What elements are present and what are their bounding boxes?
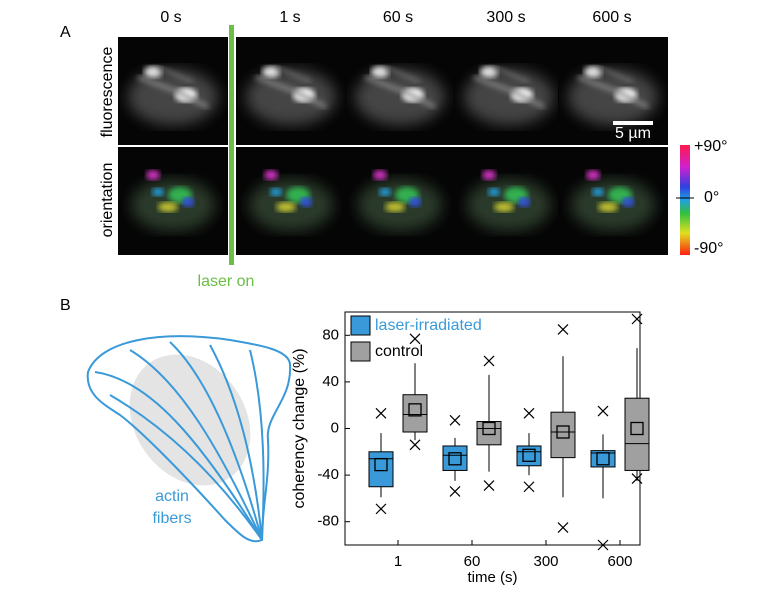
- image-grid: [118, 25, 668, 265]
- laser-line: [229, 25, 234, 265]
- drawing-label: fibers: [152, 510, 191, 527]
- mean-marker: [408, 403, 422, 417]
- image-tile: [454, 37, 564, 145]
- time-label: 300 s: [486, 9, 525, 26]
- box: [368, 451, 394, 488]
- legend-swatch: [350, 315, 371, 336]
- row-label: fluorescence: [99, 47, 116, 138]
- image-tile: [236, 37, 346, 145]
- extreme-marker: [483, 355, 495, 367]
- mean-marker: [630, 421, 644, 436]
- time-label: 1 s: [279, 9, 300, 26]
- extreme-marker: [557, 324, 569, 335]
- colorbar: [680, 145, 690, 255]
- x-tick-label: 1: [394, 553, 402, 570]
- image-tile: [118, 37, 228, 145]
- mean-marker: [374, 457, 388, 472]
- legend-label: control: [375, 343, 423, 360]
- time-label: 60 s: [383, 9, 413, 26]
- colorbar-label: +90°: [694, 138, 728, 155]
- extreme-marker: [409, 439, 421, 451]
- colorbar-label: 0°: [704, 189, 719, 206]
- x-tick-label: 300: [533, 553, 558, 570]
- mean-marker: [482, 421, 496, 436]
- scale-bar-label: 5 µm: [615, 125, 651, 142]
- box: [402, 394, 428, 433]
- time-label: 600 s: [592, 9, 631, 26]
- panel-label: A: [60, 24, 71, 41]
- extreme-marker: [449, 414, 461, 426]
- y-tick-label: -80: [317, 513, 339, 530]
- image-tile: [345, 147, 455, 255]
- x-axis-title: time (s): [468, 569, 518, 586]
- extreme-marker: [631, 473, 643, 485]
- panel-label: B: [60, 297, 71, 314]
- x-tick-label: 60: [464, 553, 481, 570]
- legend-swatch: [350, 341, 371, 362]
- image-tile: [558, 37, 668, 145]
- box: [476, 421, 502, 446]
- extreme-marker: [449, 485, 461, 497]
- mean-marker: [522, 448, 536, 462]
- scale-bar: [613, 121, 653, 125]
- extreme-marker: [597, 539, 609, 551]
- extreme-marker: [409, 333, 421, 345]
- cell-drawing: [86, 335, 292, 543]
- extreme-marker: [523, 481, 535, 493]
- mean-marker: [448, 452, 462, 466]
- laser-label: laser on: [198, 273, 255, 290]
- y-tick-label: -40: [317, 466, 339, 483]
- box: [550, 411, 576, 459]
- image-tile: [118, 147, 228, 255]
- extreme-marker: [375, 503, 387, 515]
- image-tile: [345, 37, 455, 145]
- drawing-label: actin: [155, 488, 189, 505]
- legend-label: laser-irradiated: [375, 317, 482, 334]
- x-tick-label: 600: [607, 553, 632, 570]
- y-tick-label: 80: [322, 326, 339, 343]
- extreme-marker: [523, 407, 535, 419]
- box-chart: -80 -40 0 40 80 1 60 300 600 time (s) coherency ch…: [291, 311, 650, 586]
- y-tick-label: 40: [322, 373, 339, 390]
- row-label: orientation: [99, 163, 116, 238]
- image-tile: [236, 147, 346, 255]
- box: [442, 445, 468, 471]
- image-tile: [558, 147, 668, 255]
- mean-marker: [596, 452, 610, 466]
- mean-marker: [556, 425, 570, 439]
- colorbar-label: -90°: [694, 240, 724, 257]
- extreme-marker: [483, 480, 495, 492]
- extreme-marker: [631, 313, 643, 325]
- y-axis-title: coherency change (%): [291, 348, 308, 508]
- extreme-marker: [557, 522, 569, 533]
- y-tick-label: 0: [331, 419, 339, 436]
- extreme-marker: [375, 407, 387, 419]
- time-label: 0 s: [160, 9, 181, 26]
- extreme-marker: [597, 405, 609, 417]
- image-tile: [454, 147, 564, 255]
